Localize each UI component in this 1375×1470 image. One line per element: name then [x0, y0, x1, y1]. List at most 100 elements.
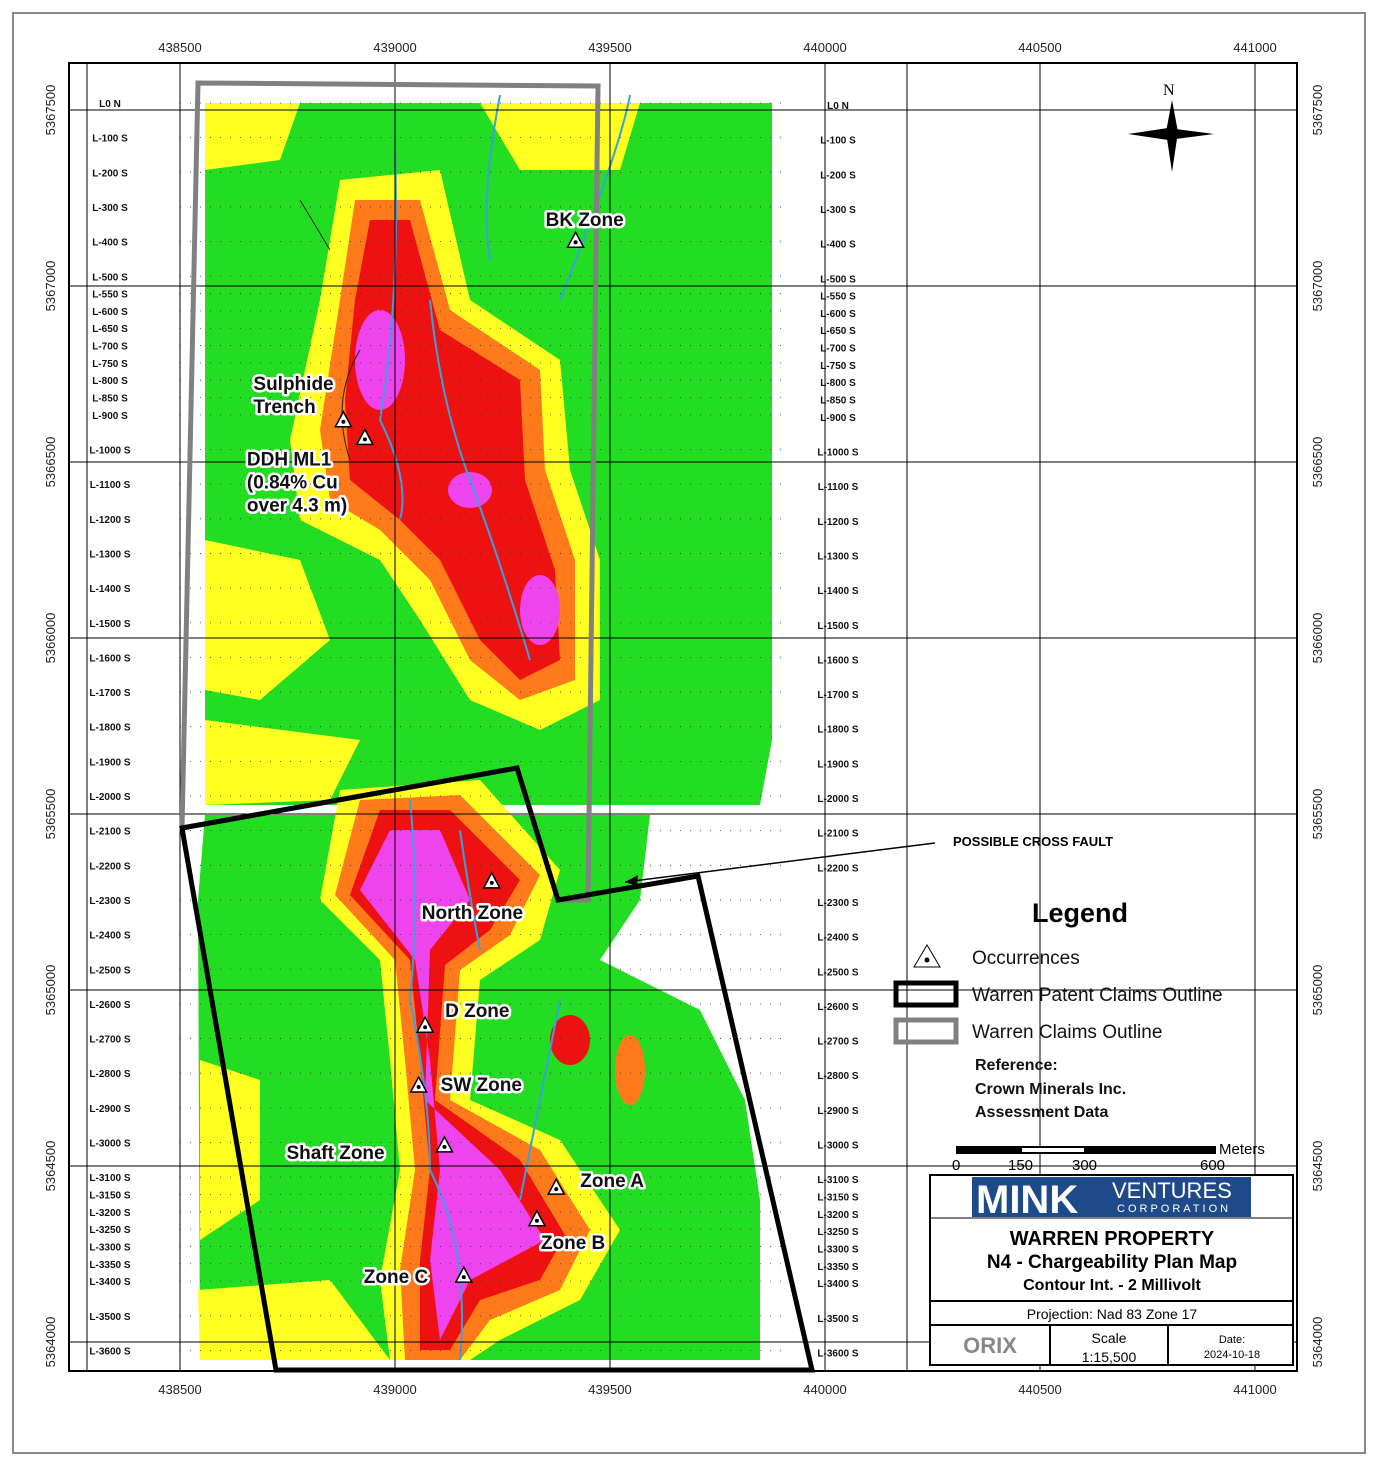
- survey-line-label-left: L-300 S: [92, 203, 128, 214]
- survey-line-label-left: L-2600 S: [89, 1000, 130, 1011]
- survey-line-label-right: L-1000 S: [817, 448, 858, 459]
- survey-line-label-left: L-2000 S: [89, 792, 130, 803]
- survey-line-label-right: L-2900 S: [817, 1106, 858, 1117]
- warren-patent-claims-outline: [179, 765, 816, 1373]
- x-tick-label-top: 440000: [803, 40, 846, 55]
- survey-line-label-right: L-3150 S: [817, 1192, 858, 1203]
- survey-line-label-right: L-3400 S: [817, 1279, 858, 1290]
- y-tick-label-left: 5364500: [43, 1141, 58, 1192]
- y-tick-label-right: 5367000: [1310, 261, 1325, 312]
- scale-label: Scale: [1091, 1330, 1126, 1346]
- survey-line-label-right: L-3600 S: [817, 1348, 858, 1359]
- survey-line-label-right: L-2800 S: [817, 1071, 858, 1082]
- survey-line-label-left: L-800 S: [92, 376, 128, 387]
- scalebar-label: 0: [952, 1157, 960, 1174]
- x-tick-label-bottom: 440000: [803, 1382, 846, 1397]
- survey-line-label-left: L0 N: [99, 99, 121, 110]
- occurrence-label: Sulphide Trench: [253, 374, 333, 418]
- survey-line-label-left: L-2900 S: [89, 1104, 130, 1115]
- x-tick-label-bottom: 440500: [1018, 1382, 1061, 1397]
- survey-line-label-left: L-2400 S: [89, 931, 130, 942]
- occurrence-marker-icon: [566, 230, 585, 248]
- legend-title: Legend: [1032, 898, 1128, 928]
- scalebar-label: 300: [1072, 1157, 1097, 1174]
- survey-line-label-right: L-2600 S: [817, 1002, 858, 1013]
- survey-line-label-left: L-850 S: [92, 394, 128, 405]
- occurrence-label: D Zone: [445, 1001, 509, 1022]
- map-subtitle: N4 - Chargeability Plan Map: [987, 1252, 1237, 1273]
- occurrence-marker-icon: [355, 427, 375, 446]
- y-tick-label-left: 5366000: [43, 613, 58, 664]
- survey-line-label-right: L-2700 S: [817, 1037, 858, 1048]
- occurrence-marker-icon: [334, 410, 353, 428]
- survey-line-label-right: L-400 S: [820, 240, 856, 251]
- x-tick-label-bottom: 441000: [1233, 1382, 1276, 1397]
- scalebar-label: 600: [1200, 1157, 1225, 1174]
- x-tick-label-top: 439500: [588, 40, 631, 55]
- survey-line-label-right: L-2400 S: [817, 933, 858, 944]
- date-label: Date:: [1219, 1334, 1245, 1346]
- north-arrow-icon: N: [1128, 82, 1214, 172]
- survey-line-label-right: L-3300 S: [817, 1244, 858, 1255]
- survey-line-label-left: L-550 S: [92, 290, 128, 301]
- fault-label: POSSIBLE CROSS FAULT: [953, 834, 1113, 849]
- x-tick-label-bottom: 438500: [158, 1382, 201, 1397]
- y-tick-label-right: 5366500: [1310, 437, 1325, 488]
- survey-line-label-right: L-1300 S: [817, 551, 858, 562]
- logo-main: MINK: [976, 1178, 1078, 1222]
- legend-item-claims: Warren Claims Outline: [972, 1022, 1162, 1043]
- survey-line-label-right: L-2200 S: [817, 863, 858, 874]
- fault-arrowhead: [625, 875, 638, 886]
- y-tick-label-right: 5366000: [1310, 613, 1325, 664]
- survey-line-label-right: L-1900 S: [817, 759, 858, 770]
- survey-lines: L0 N L0 N L-100 S L-100 S L-200 S L-200 S L-30…: [89, 99, 858, 1359]
- y-tick-label-left: 5367500: [43, 85, 58, 136]
- survey-line-label-left: L-3350 S: [89, 1260, 130, 1271]
- y-tick-label-right: 5364500: [1310, 1141, 1325, 1192]
- survey-line-label-left: L-600 S: [92, 307, 128, 318]
- coordinate-grid: 438500 438500 439000 439000 439500 439500 4400…: [43, 40, 1325, 1397]
- survey-line-label-right: L-550 S: [820, 292, 856, 303]
- survey-line-label-left: L-400 S: [92, 238, 128, 249]
- y-tick-label-left: 5365500: [43, 789, 58, 840]
- claims-swatch: [893, 1017, 959, 1045]
- fault-arrow: [624, 842, 936, 883]
- survey-line-label-right: L-2000 S: [817, 794, 858, 805]
- survey-line-label-left: L-3150 S: [89, 1190, 130, 1201]
- survey-line-label-left: L-1400 S: [89, 584, 130, 595]
- survey-line-label-left: L-1500 S: [89, 619, 130, 630]
- x-tick-label-bottom: 439000: [373, 1382, 416, 1397]
- occurrences: BK Zone Sulphide Trench DDH ML1 (0.84% Cu ove…: [244, 208, 646, 1291]
- survey-line-label-right: L-600 S: [820, 309, 856, 320]
- survey-line-label-right: L-300 S: [820, 205, 856, 216]
- survey-line-label-right: L-500 S: [820, 274, 856, 285]
- survey-line-label-right: L-1800 S: [817, 725, 858, 736]
- occurrence-marker-icon: [482, 871, 501, 889]
- survey-line-label-left: L-1800 S: [89, 723, 130, 734]
- survey-line-label-right: L-900 S: [820, 413, 856, 424]
- logo-sub2: CORPORATION: [1117, 1203, 1231, 1215]
- x-tick-label-top: 440500: [1018, 40, 1061, 55]
- map-title: WARREN PROPERTY: [1010, 1228, 1215, 1250]
- survey-line-label-right: L-2100 S: [817, 829, 858, 840]
- survey-line-label-left: L-3100 S: [89, 1173, 130, 1184]
- survey-line-label-right: L0 N: [827, 101, 849, 112]
- survey-line-label-left: L-2500 S: [89, 965, 130, 976]
- survey-line-label-left: L-1700 S: [89, 688, 130, 699]
- survey-line-label-right: L-3350 S: [817, 1262, 858, 1273]
- reference-source: Crown Minerals Inc.: [975, 1081, 1126, 1098]
- survey-line-label-left: L-1100 S: [90, 480, 131, 491]
- y-tick-label-left: 5367000: [43, 261, 58, 312]
- survey-line-label-left: L-2100 S: [89, 827, 130, 838]
- occurrence-label: SW Zone: [441, 1075, 522, 1096]
- survey-line-label-left: L-200 S: [92, 168, 128, 179]
- survey-line-label-left: L-3500 S: [89, 1312, 130, 1323]
- occurrence-label: Zone A: [580, 1171, 644, 1192]
- reference-label: Reference:: [975, 1057, 1058, 1074]
- reference-data: Assessment Data: [975, 1104, 1109, 1121]
- survey-line-label-right: L-700 S: [820, 344, 856, 355]
- survey-line-label-left: L-650 S: [92, 324, 128, 335]
- survey-line-label-left: L-3300 S: [89, 1242, 130, 1253]
